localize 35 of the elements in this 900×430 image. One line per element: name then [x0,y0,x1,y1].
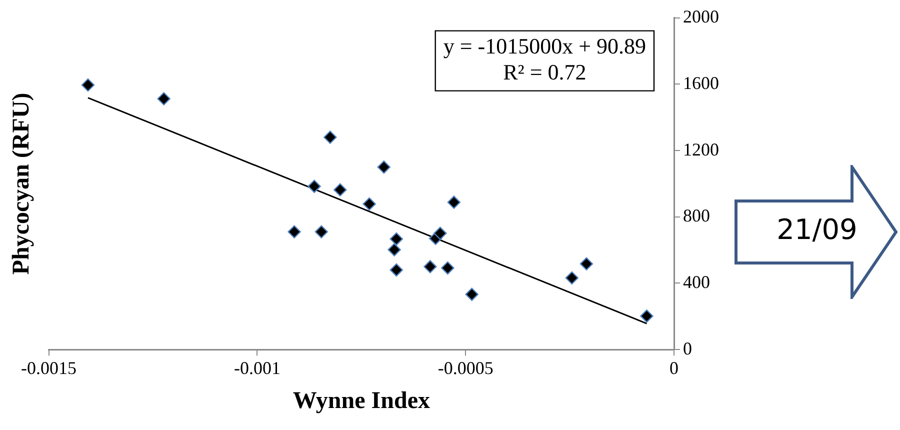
point [308,180,321,193]
x-axis-title: Wynne Index [292,388,430,414]
point [434,226,447,240]
point [580,257,594,270]
point [390,232,404,246]
x-tick-label: -0.0015 [21,358,77,378]
point [390,263,404,277]
point [388,243,401,256]
x-tick-label: 0 [670,358,678,378]
point [314,225,328,238]
y-tick-label: 1200 [683,139,719,160]
point [157,92,170,106]
x-tick-label: -0.0005 [438,358,494,378]
y-tick-label: 2000 [683,6,719,27]
point [424,260,437,274]
text: 21/09 [776,213,858,246]
y-tick-label: 0 [683,338,692,358]
point [447,196,461,209]
point [640,309,654,323]
point [465,288,478,301]
annotation: y = -1015000x + 90.89 [443,34,646,59]
point [324,130,337,144]
annotation: R² = 0.72 [503,60,586,85]
point [334,183,347,196]
y-tick-label: 1600 [683,72,719,93]
point [362,197,376,211]
point [81,78,95,92]
point [565,271,578,285]
y-tick-label: 800 [683,206,710,226]
point [288,225,301,238]
y-tick-label: 400 [683,272,710,292]
x-tick-label: -0.001 [234,358,280,378]
y-axis-title: Phycocyan (RFU) [8,92,35,275]
point [377,160,391,174]
point [441,261,454,275]
